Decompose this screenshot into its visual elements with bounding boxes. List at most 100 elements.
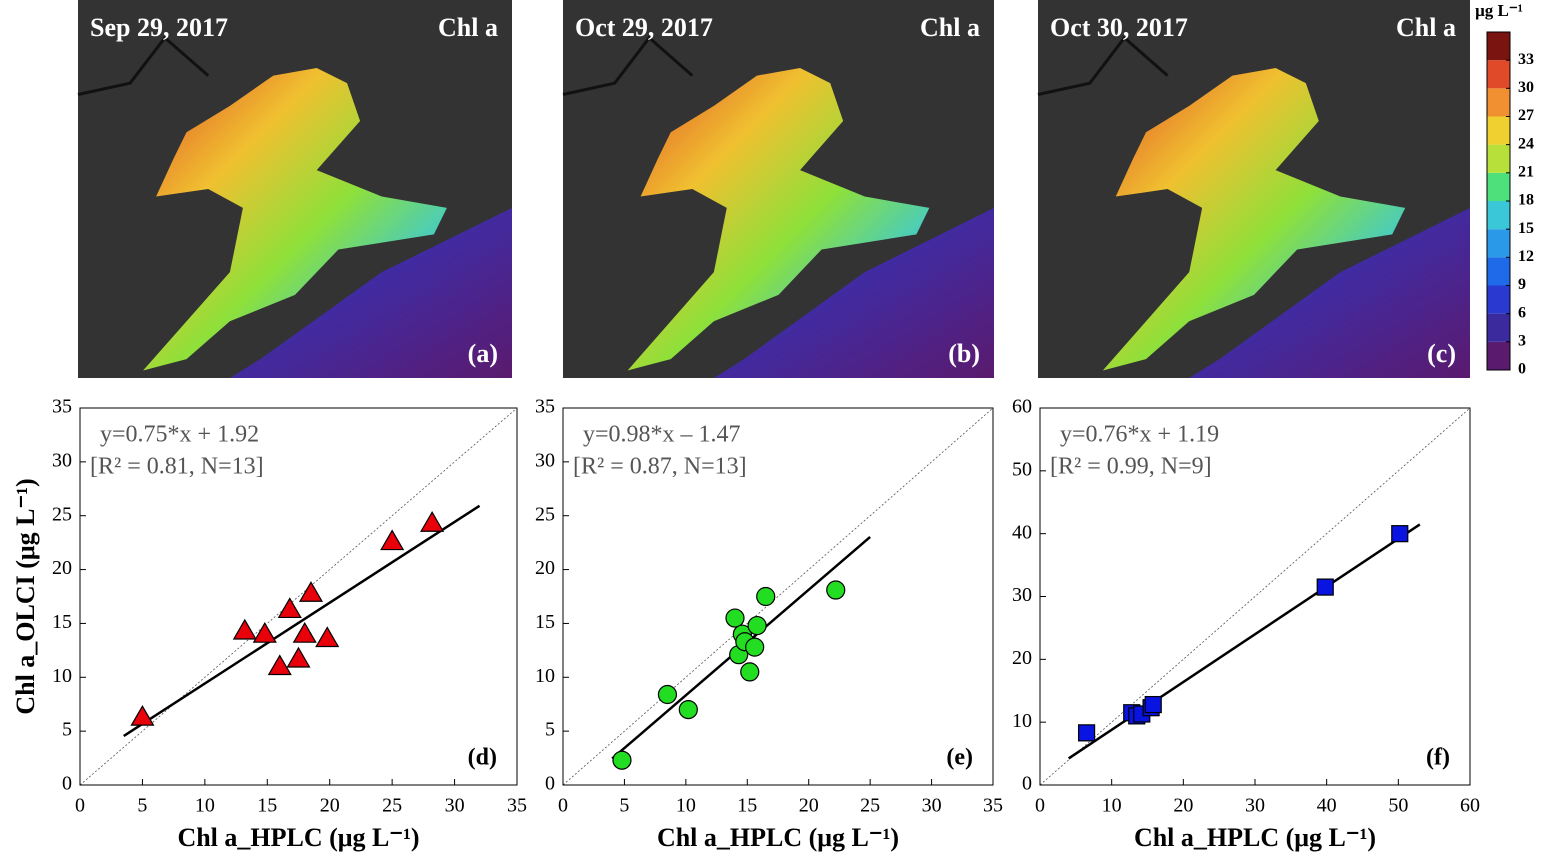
y-tick-label: 0: [545, 773, 555, 795]
x-tick-label: 30: [922, 795, 942, 817]
marker: [1077, 724, 1096, 742]
colorbar-band: [1487, 201, 1510, 230]
colorbar-band: [1487, 32, 1510, 61]
stats: [R² = 0.99, N=9]: [1050, 454, 1212, 480]
x-tick-label: 10: [195, 795, 215, 817]
x-tick-label: 30: [445, 795, 465, 817]
y-tick-label: 30: [52, 449, 72, 471]
y-tick-label: 10: [535, 665, 555, 687]
y-tick-label: 60: [1012, 396, 1032, 418]
x-tick-label: 10: [1102, 795, 1122, 817]
colorbar-band: [1487, 229, 1510, 258]
colorbar-band: [1487, 116, 1510, 145]
y-tick-label: 20: [52, 557, 72, 579]
colorbar-tick-label: 12: [1518, 248, 1534, 265]
ocean: [229, 207, 512, 378]
bay: [143, 68, 447, 371]
y-tick-label: 35: [52, 396, 72, 418]
marker: [292, 622, 317, 643]
colorbar-band: [1487, 341, 1510, 370]
x-axis-label: Chl a_HPLC (μg L⁻¹): [1134, 823, 1376, 852]
map-date: Oct 29, 2017: [575, 13, 713, 42]
colorbar-tick-label: 0: [1518, 361, 1526, 378]
x-tick-label: 20: [799, 795, 819, 817]
marker: [252, 622, 277, 643]
y-tick-label: 30: [535, 449, 555, 471]
y-tick-label: 20: [1012, 647, 1032, 669]
colorbar-tick-label: 33: [1518, 51, 1534, 68]
colorbar-tick-label: 30: [1518, 79, 1534, 96]
colorbar-tick-label: 3: [1518, 333, 1526, 350]
map-variable: Chl a: [1396, 13, 1456, 42]
colorbar-band: [1487, 257, 1510, 286]
marker: [232, 618, 257, 640]
stats: [R² = 0.81, N=13]: [90, 454, 264, 480]
marker: [740, 662, 760, 682]
y-tick-label: 30: [1012, 584, 1032, 606]
marker: [826, 580, 846, 600]
equation: y=0.76*x + 1.19: [1060, 422, 1219, 448]
x-tick-label: 15: [737, 795, 757, 817]
x-tick-label: 30: [1245, 795, 1265, 817]
x-tick-label: 5: [137, 795, 147, 817]
x-tick-label: 0: [1035, 795, 1045, 817]
y-tick-label: 25: [535, 503, 555, 525]
bay: [1102, 68, 1406, 371]
y-tick-label: 40: [1012, 521, 1032, 543]
marker: [678, 699, 698, 720]
x-tick-label: 35: [983, 795, 1003, 817]
marker: [380, 529, 405, 551]
marker: [286, 646, 311, 668]
marker: [756, 586, 776, 607]
x-tick-label: 0: [558, 795, 568, 817]
x-tick-label: 25: [860, 795, 880, 817]
y-tick-label: 15: [535, 611, 555, 633]
x-tick-label: 60: [1460, 795, 1480, 817]
colorbar-tick-label: 18: [1518, 192, 1534, 209]
marker: [1316, 578, 1334, 596]
x-tick-label: 15: [257, 795, 277, 817]
x-tick-label: 5: [619, 795, 629, 817]
x-tick-label: 25: [382, 795, 402, 817]
x-axis-label: Chl a_HPLC (μg L⁻¹): [177, 823, 419, 852]
panel-label: (d): [468, 745, 497, 771]
colorbar-unit: μg L⁻¹: [1475, 1, 1523, 20]
river: [1037, 35, 1169, 96]
marker: [725, 608, 745, 628]
x-tick-label: 50: [1388, 795, 1408, 817]
x-tick-label: 20: [320, 795, 340, 817]
y-tick-label: 10: [1012, 710, 1032, 732]
y-tick-label: 25: [52, 503, 72, 525]
panel-label: (f): [1426, 745, 1450, 771]
colorbar-tick-label: 15: [1518, 220, 1534, 237]
colorbar-band: [1487, 172, 1510, 201]
fit-line: [123, 504, 481, 738]
marker: [277, 597, 302, 619]
y-tick-label: 5: [62, 719, 72, 741]
colorbar-tick-label: 27: [1518, 107, 1534, 124]
x-tick-label: 40: [1317, 795, 1337, 817]
marker: [420, 511, 445, 532]
x-axis-label: Chl a_HPLC (μg L⁻¹): [657, 823, 899, 852]
colorbar-band: [1487, 88, 1510, 117]
one-to-one-line: [562, 407, 994, 786]
marker: [657, 684, 678, 705]
y-tick-label: 20: [535, 557, 555, 579]
x-tick-label: 20: [1173, 795, 1193, 817]
x-tick-label: 0: [75, 795, 85, 817]
colorbar-band: [1487, 285, 1510, 314]
colorbar-band: [1487, 144, 1510, 173]
equation: y=0.75*x + 1.92: [100, 422, 259, 448]
marker: [267, 654, 292, 676]
y-tick-label: 5: [545, 719, 555, 741]
ocean: [713, 207, 994, 378]
marker: [747, 615, 767, 636]
colorbar-tick-label: 6: [1518, 304, 1526, 321]
map-date: Oct 30, 2017: [1050, 13, 1188, 42]
panel-label: (b): [948, 339, 980, 368]
ocean: [1189, 207, 1470, 378]
marker: [130, 704, 155, 726]
y-tick-label: 15: [52, 611, 72, 633]
stats: [R² = 0.87, N=13]: [573, 454, 747, 480]
